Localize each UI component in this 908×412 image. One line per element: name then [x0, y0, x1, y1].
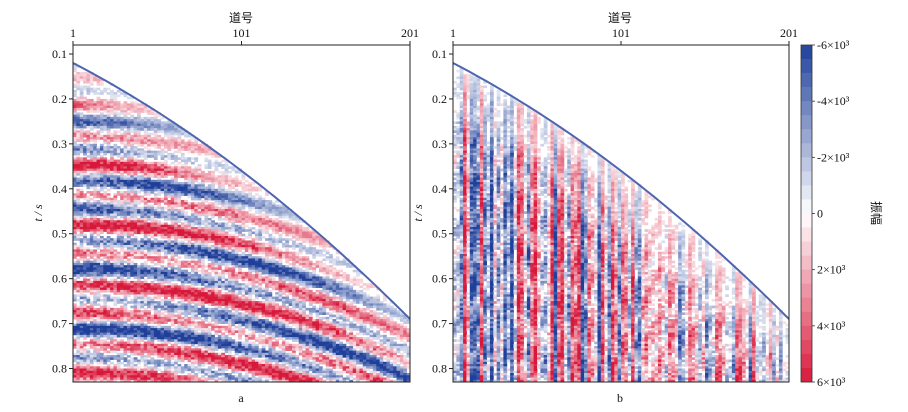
x-tick-label: 101 [233, 26, 251, 40]
colorbar-steps [801, 45, 812, 383]
colorbar-step [801, 269, 812, 285]
x-tick-label: 201 [780, 26, 798, 40]
colorbar-step [801, 297, 812, 313]
colorbar-step [801, 311, 812, 327]
panel-a-top-axis-title: 道号 [229, 11, 253, 25]
colorbar-step [801, 143, 812, 158]
colorbar-step [801, 87, 812, 102]
panel-b-image [453, 45, 789, 382]
y-tick-label: 0.6 [52, 272, 67, 286]
panel-a: 道号 1 101 201 0.1 0.2 0.3 0.4 0.5 0.6 0.7 0.8 t / … [31, 11, 419, 405]
colorbar-tick-label: -2×10³ [817, 150, 850, 164]
colorbar-step [801, 45, 812, 60]
panel-a-y-ticks: 0.1 0.2 0.3 0.4 0.5 0.6 0.7 0.8 [52, 47, 73, 376]
y-tick-label: 0.1 [52, 47, 67, 61]
panel-b: 道号 1 101 201 0.1 0.2 0.3 0.4 0.5 0.6 0.7 0.8 t / … [411, 11, 798, 405]
colorbar-step [801, 115, 812, 130]
panel-a-image [73, 45, 410, 382]
colorbar: -6×10³ -4×10³ -2×10³ 0 2×10³ 4×10³ 6×10³ 振幅 [800, 38, 884, 389]
y-tick-label: 0.2 [52, 92, 67, 106]
colorbar-tick-label: 4×10³ [817, 319, 846, 333]
y-tick-label: 0.6 [432, 272, 447, 286]
panel-b-top-axis-title: 道号 [608, 11, 632, 25]
panel-b-y-axis-label: t / s [411, 204, 425, 222]
colorbar-step [801, 199, 812, 214]
colorbar-step [801, 227, 812, 242]
panel-b-label: b [617, 391, 623, 405]
colorbar-step [801, 325, 812, 341]
panel-b-y-ticks: 0.1 0.2 0.3 0.4 0.5 0.6 0.7 0.8 [432, 47, 453, 376]
colorbar-step [801, 255, 812, 270]
colorbar-tick-label: 2×10³ [817, 263, 846, 277]
colorbar-tick-label: 6×10³ [817, 375, 846, 389]
y-tick-label: 0.3 [52, 137, 67, 151]
colorbar-step [801, 101, 812, 116]
x-tick-label: 101 [612, 26, 630, 40]
colorbar-step [801, 157, 812, 172]
y-tick-label: 0.4 [52, 182, 67, 196]
x-tick-label: 201 [401, 26, 419, 40]
x-tick-label: 1 [450, 26, 456, 40]
panel-a-y-axis-label: t / s [31, 204, 45, 222]
colorbar-step [801, 353, 812, 369]
colorbar-tick-label: 0 [817, 207, 823, 221]
x-tick-label: 1 [70, 26, 76, 40]
y-tick-label: 0.2 [432, 92, 447, 106]
colorbar-step [801, 283, 812, 299]
panel-a-label: a [238, 391, 244, 405]
y-tick-label: 0.8 [52, 362, 67, 376]
colorbar-step [801, 241, 812, 256]
colorbar-step [801, 59, 812, 74]
y-tick-label: 0.5 [52, 227, 67, 241]
y-tick-label: 0.1 [432, 47, 447, 61]
y-tick-label: 0.3 [432, 137, 447, 151]
y-tick-label: 0.8 [432, 362, 447, 376]
y-tick-label: 0.5 [432, 227, 447, 241]
colorbar-step [801, 185, 812, 200]
y-tick-label: 0.7 [432, 317, 447, 331]
colorbar-step [801, 367, 812, 383]
colorbar-step [801, 171, 812, 186]
colorbar-label: 振幅 [869, 201, 884, 225]
colorbar-tick-label: -6×10³ [817, 38, 850, 52]
colorbar-step [801, 339, 812, 355]
y-tick-label: 0.7 [52, 317, 67, 331]
colorbar-tick-label: -4×10³ [817, 94, 850, 108]
colorbar-step [801, 129, 812, 144]
colorbar-ticks: -6×10³ -4×10³ -2×10³ 0 2×10³ 4×10³ 6×10³ [812, 38, 850, 389]
panel-a-x-ticks: 1 101 201 [70, 26, 419, 45]
panel-b-x-ticks: 1 101 201 [450, 26, 798, 45]
colorbar-step [801, 73, 812, 88]
colorbar-step [801, 213, 812, 228]
y-tick-label: 0.4 [432, 182, 447, 196]
